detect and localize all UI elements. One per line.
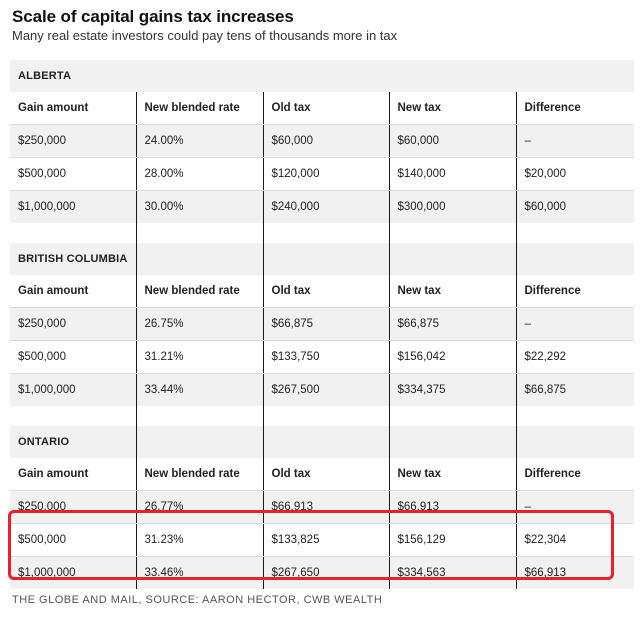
- highlight-box: [8, 510, 614, 580]
- table-cell: $250,000: [10, 307, 136, 341]
- table-cell: $334,375: [388, 373, 516, 406]
- column-header-row: Gain amount New blended rate Old tax New…: [10, 275, 635, 308]
- table-cell: $22,304: [515, 523, 635, 557]
- table-cell: $22,292: [515, 340, 635, 374]
- table-row: $250,000 24.00% $60,000 $60,000 –: [10, 124, 635, 158]
- table-cell: 30.00%: [135, 190, 263, 223]
- column-header: Gain amount: [10, 275, 136, 308]
- table-cell: $66,875: [388, 307, 516, 341]
- table-row: $500,000 31.23% $133,825 $156,129 $22,30…: [10, 523, 635, 557]
- column-header: New blended rate: [135, 458, 263, 491]
- table-row: $1,000,000 30.00% $240,000 $300,000 $60,…: [10, 190, 635, 223]
- table-cell: $133,750: [262, 340, 389, 374]
- section-header-ontario: ONTARIO: [10, 426, 635, 458]
- table-cell: 28.00%: [135, 157, 263, 191]
- table-cell: $250,000: [10, 124, 136, 158]
- table-cell: $334,563: [388, 556, 516, 589]
- table-row: $250,000 26.75% $66,875 $66,875 –: [10, 307, 635, 341]
- table-cell: $120,000: [262, 157, 389, 191]
- table-cell: 31.23%: [135, 523, 263, 557]
- table-row: $1,000,000 33.46% $267,650 $334,563 $66,…: [10, 556, 635, 589]
- table-row: $500,000 28.00% $120,000 $140,000 $20,00…: [10, 157, 635, 191]
- section-title: ONTARIO: [10, 426, 136, 458]
- column-header: New tax: [388, 92, 516, 125]
- section-header-alberta: ALBERTA: [10, 60, 635, 92]
- table-row: $500,000 31.21% $133,750 $156,042 $22,29…: [10, 340, 635, 374]
- table-cell: $60,000: [515, 190, 635, 223]
- table-cell: $267,650: [262, 556, 389, 589]
- column-header: Gain amount: [10, 458, 136, 491]
- column-header: New tax: [388, 275, 516, 308]
- page-subtitle: Many real estate investors could pay ten…: [12, 28, 398, 43]
- table-row: $1,000,000 33.44% $267,500 $334,375 $66,…: [10, 373, 635, 406]
- column-header-row: Gain amount New blended rate Old tax New…: [10, 92, 635, 125]
- table-cell: 33.44%: [135, 373, 263, 406]
- table-cell: $267,500: [262, 373, 389, 406]
- source-credit: THE GLOBE AND MAIL, SOURCE: AARON HECTOR…: [12, 594, 383, 606]
- table-cell: $133,825: [262, 523, 389, 557]
- section-title: ALBERTA: [10, 60, 635, 92]
- table-cell: $156,042: [388, 340, 516, 374]
- table-cell: –: [515, 307, 635, 341]
- table-cell: –: [515, 124, 635, 158]
- table-cell: $60,000: [388, 124, 516, 158]
- column-header: Gain amount: [10, 92, 136, 125]
- column-header: Old tax: [262, 92, 389, 125]
- table-cell: –: [515, 490, 635, 524]
- section-spacer: [10, 406, 635, 426]
- column-header: New blended rate: [135, 92, 263, 125]
- table-cell: 33.46%: [135, 556, 263, 589]
- table-cell: 26.75%: [135, 307, 263, 341]
- table-cell: $66,875: [515, 373, 635, 406]
- column-header: Old tax: [262, 275, 389, 308]
- page-title: Scale of capital gains tax increases: [12, 7, 294, 26]
- table-cell: $156,129: [388, 523, 516, 557]
- column-header: New blended rate: [135, 275, 263, 308]
- table-cell: $500,000: [10, 340, 136, 374]
- table-cell: $240,000: [262, 190, 389, 223]
- section-title: BRITISH COLUMBIA: [10, 243, 136, 275]
- table-cell: $66,913: [262, 490, 389, 524]
- table-cell: 24.00%: [135, 124, 263, 158]
- column-header: Difference: [515, 92, 635, 125]
- table-cell: $1,000,000: [10, 190, 136, 223]
- table-cell: $500,000: [10, 523, 136, 557]
- table-cell: $20,000: [515, 157, 635, 191]
- section-header-british-columbia: BRITISH COLUMBIA: [10, 243, 635, 275]
- table-cell: $66,913: [515, 556, 635, 589]
- column-header: Difference: [515, 275, 635, 308]
- column-header: Old tax: [262, 458, 389, 491]
- capital-gains-table: ALBERTA Gain amount New blended rate Old…: [10, 60, 635, 589]
- table-cell: $500,000: [10, 157, 136, 191]
- table-cell: $140,000: [388, 157, 516, 191]
- section-spacer: [10, 223, 635, 243]
- column-header: Difference: [515, 458, 635, 491]
- table-cell: $300,000: [388, 190, 516, 223]
- column-header: New tax: [388, 458, 516, 491]
- table-cell: $1,000,000: [10, 556, 136, 589]
- table-cell: $60,000: [262, 124, 389, 158]
- table-cell: $66,913: [388, 490, 516, 524]
- table-cell: $66,875: [262, 307, 389, 341]
- table-cell: $1,000,000: [10, 373, 136, 406]
- table-cell: 31.21%: [135, 340, 263, 374]
- column-header-row: Gain amount New blended rate Old tax New…: [10, 458, 635, 491]
